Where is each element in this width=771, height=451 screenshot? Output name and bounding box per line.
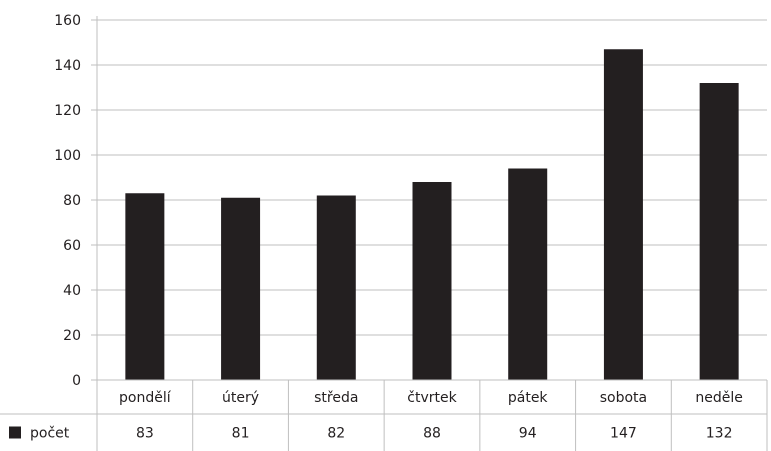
value-label-1: 81 bbox=[232, 426, 250, 442]
category-label-3: čtvrtek bbox=[407, 390, 457, 406]
y-tick-label-20: 20 bbox=[63, 328, 81, 344]
value-label-3: 88 bbox=[423, 426, 441, 442]
value-label-6: 132 bbox=[706, 426, 733, 442]
category-label-4: pátek bbox=[508, 390, 549, 406]
data-table: pondělí úterý středa čtvrtek pátek sobota nedě… bbox=[0, 379, 768, 451]
category-label-1: úterý bbox=[222, 390, 259, 406]
y-tick-label-80: 80 bbox=[63, 193, 81, 209]
y-tick-label-100: 100 bbox=[54, 148, 81, 164]
bar-4 bbox=[508, 168, 548, 380]
bar-0 bbox=[125, 193, 165, 380]
value-label-5: 147 bbox=[610, 426, 637, 442]
category-label-2: středa bbox=[314, 390, 358, 406]
bar-5 bbox=[603, 49, 643, 380]
value-label-2: 82 bbox=[327, 426, 345, 442]
y-tick-label-140: 140 bbox=[54, 58, 81, 74]
legend-label-pocet: počet bbox=[30, 426, 70, 442]
bar-6 bbox=[699, 83, 739, 380]
bar-3 bbox=[412, 182, 452, 380]
y-tick-label-160: 160 bbox=[54, 13, 81, 29]
y-tick-label-120: 120 bbox=[54, 103, 81, 119]
legend: počet bbox=[9, 426, 70, 442]
category-label-5: sobota bbox=[600, 390, 647, 406]
bars bbox=[125, 49, 739, 380]
y-tick-label-0: 0 bbox=[72, 373, 81, 389]
category-label-6: neděle bbox=[695, 390, 743, 406]
bar-2 bbox=[316, 195, 356, 380]
y-tick-label-60: 60 bbox=[63, 238, 81, 254]
category-label-0: pondělí bbox=[119, 390, 172, 406]
y-axis-ticks: 0 20 40 60 80 100 120 140 160 bbox=[54, 13, 98, 389]
value-label-0: 83 bbox=[136, 426, 154, 442]
y-tick-label-40: 40 bbox=[63, 283, 81, 299]
value-label-4: 94 bbox=[519, 426, 537, 442]
bar-1 bbox=[221, 197, 261, 380]
legend-swatch bbox=[9, 426, 21, 439]
